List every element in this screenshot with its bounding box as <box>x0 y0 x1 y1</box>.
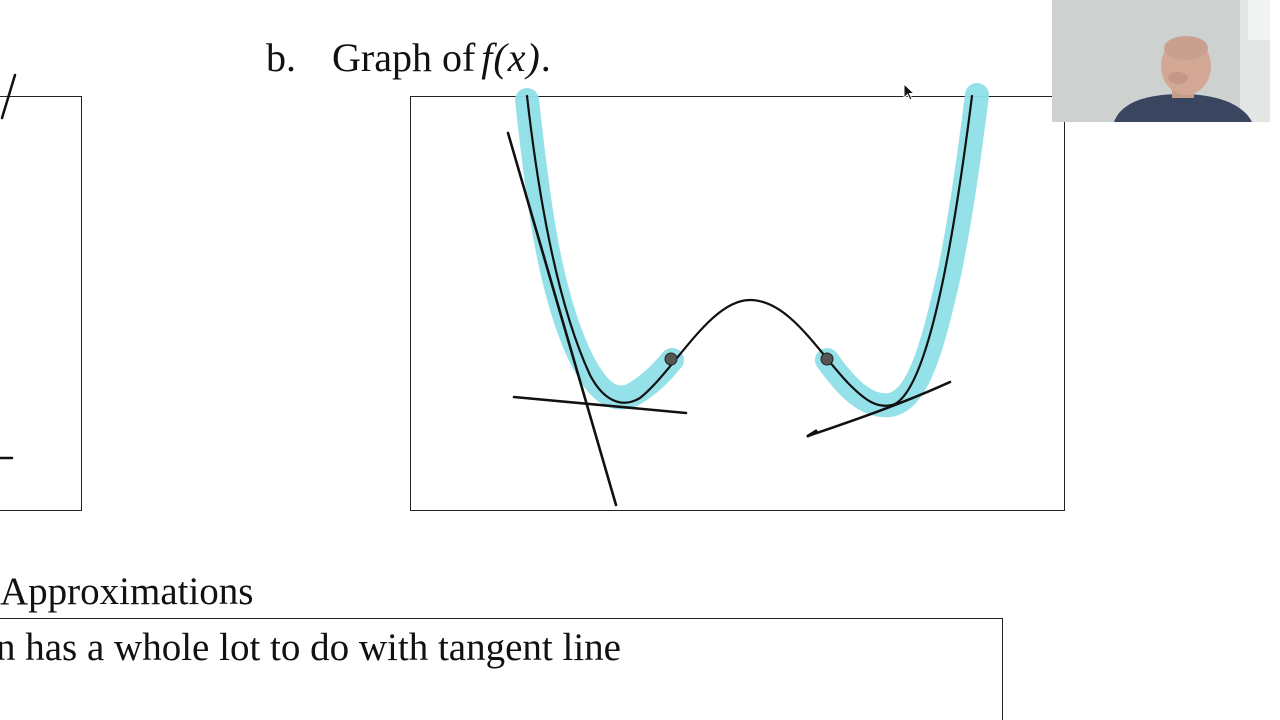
text-box <box>0 618 1003 720</box>
function-notation: f(x) <box>481 35 541 80</box>
title-suffix: . <box>540 35 551 80</box>
title-prefix: Graph of <box>332 35 476 80</box>
graph-frame <box>410 96 1065 511</box>
panel-label: b. <box>266 35 296 80</box>
webcam-overlay <box>1052 0 1270 122</box>
mouse-pointer-icon <box>903 83 916 101</box>
section-heading: Approximations <box>0 570 254 613</box>
body-text: n has a whole lot to do with tangent lin… <box>0 626 621 669</box>
left-graph-frame <box>0 96 82 511</box>
presenter-figure <box>1052 0 1270 122</box>
graph-title: b. Graph of f(x). <box>266 30 551 86</box>
